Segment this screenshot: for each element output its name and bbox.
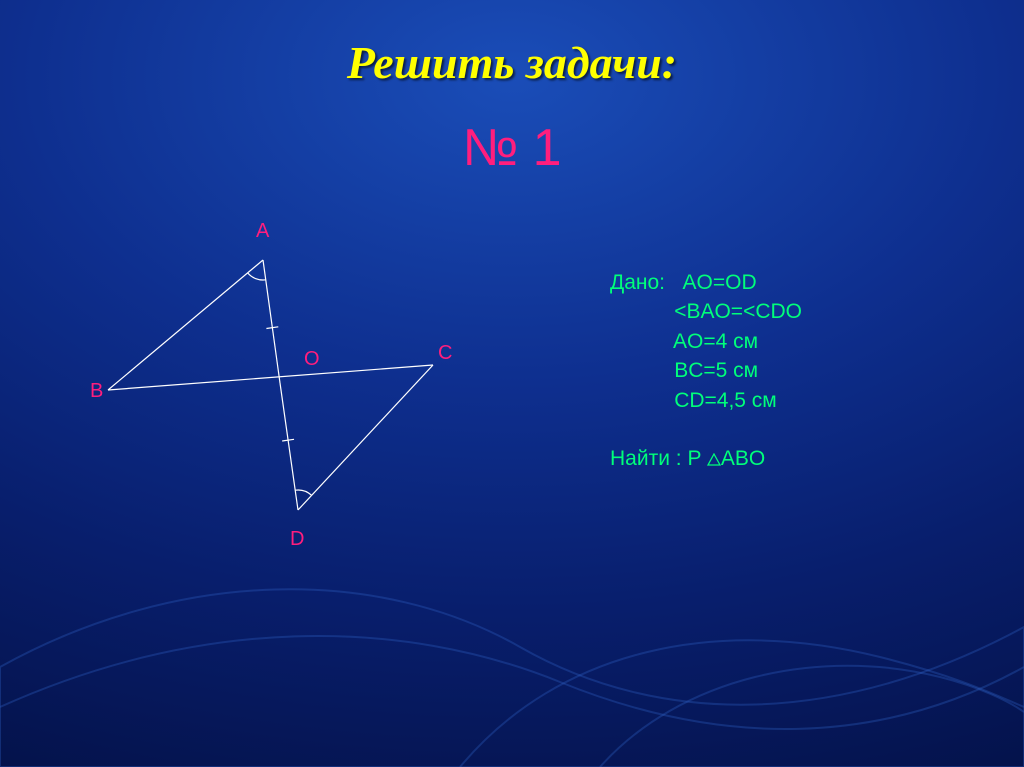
point-label-C: C (438, 342, 452, 365)
problem-number: № 1 (0, 118, 1024, 178)
point-label-A: A (256, 220, 269, 243)
point-label-D: D (290, 528, 304, 551)
point-label-O: O (304, 348, 320, 371)
given-block: Дано: AO=OD <BAO=<CDO AO=4 см BC=5 см CD… (610, 268, 802, 474)
find-label: Найти : (610, 447, 682, 470)
geometry-figure (88, 230, 468, 550)
find-value: P (687, 447, 701, 470)
given-line-1: <BAO=<CDO (674, 300, 802, 323)
point-label-B: B (90, 380, 103, 403)
find-triangle: ABO (721, 447, 765, 470)
given-line-0: AO=OD (683, 271, 757, 294)
triangle-icon (707, 453, 721, 466)
slide-title: Решить задачи: (0, 36, 1024, 89)
given-line-2: AO=4 см (673, 330, 758, 353)
given-line-4: CD=4,5 см (674, 389, 777, 412)
given-label: Дано: (610, 271, 665, 294)
given-line-3: BC=5 см (674, 359, 758, 382)
